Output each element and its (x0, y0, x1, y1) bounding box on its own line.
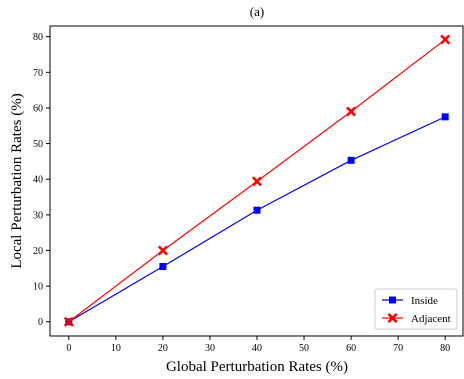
y-tick-label: 0 (38, 317, 43, 328)
y-tick-label: 20 (33, 246, 43, 257)
data-point (157, 245, 168, 256)
x-axis-label: Global Perturbation Rates (%) (166, 359, 348, 375)
y-tick-label: 70 (33, 68, 43, 79)
legend-label: Adjacent (411, 313, 451, 325)
data-point (251, 176, 263, 187)
y-axis-label: Local Perturbation Rates (%) (9, 93, 25, 268)
legend-item: Adjacent (382, 312, 451, 325)
data-point (253, 206, 261, 214)
data-point (441, 113, 449, 121)
x-tick-label: 70 (393, 343, 403, 354)
x-tick-label: 20 (158, 343, 168, 354)
y-tick-label: 30 (33, 210, 43, 221)
y-tick-label: 50 (33, 139, 43, 150)
series-layer (63, 34, 451, 327)
series-adjacent (63, 34, 451, 327)
x-tick-label: 50 (299, 343, 309, 354)
legend: Inside Adjacent (374, 288, 458, 330)
x-tick-label: 30 (205, 343, 215, 354)
x-axis: 0 10 20 30 40 50 60 70 80 (66, 336, 450, 354)
legend-label: Inside (411, 295, 438, 307)
data-point (440, 34, 451, 45)
y-tick-label: 80 (33, 32, 43, 43)
y-tick-label: 10 (33, 282, 43, 293)
x-tick-label: 0 (66, 343, 71, 354)
data-point (389, 296, 396, 304)
data-point (63, 316, 74, 327)
x-tick-label: 10 (111, 343, 121, 354)
y-tick-label: 60 (33, 103, 43, 114)
x-tick-label: 60 (346, 343, 356, 354)
data-point (159, 263, 167, 271)
chart-title: (a) (250, 4, 264, 19)
x-tick-label: 80 (440, 343, 450, 354)
x-tick-label: 40 (252, 343, 262, 354)
y-tick-label: 40 (33, 175, 43, 186)
data-point (347, 156, 355, 164)
data-point (387, 312, 398, 324)
y-axis: 0 10 20 30 40 50 60 70 80 (33, 32, 50, 328)
legend-item: Inside (382, 295, 438, 307)
data-point (346, 106, 357, 117)
